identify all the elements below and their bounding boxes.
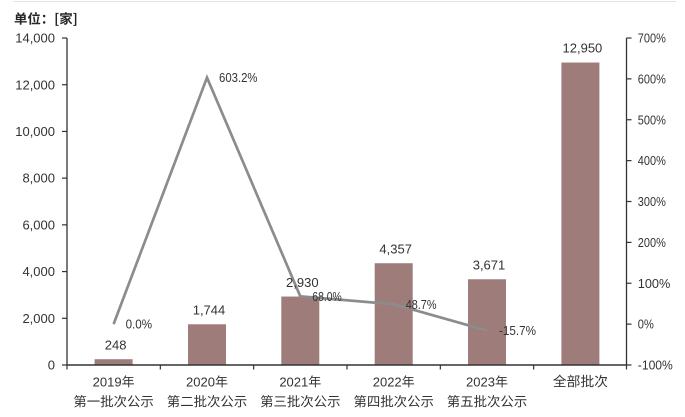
svg-text:0%: 0% <box>638 317 654 332</box>
svg-text:603.2%: 603.2% <box>219 70 258 85</box>
svg-text:68.0%: 68.0% <box>312 289 342 304</box>
svg-text:48.7%: 48.7% <box>406 297 437 312</box>
svg-text:2023: 2023 <box>466 374 495 389</box>
svg-text:4,000: 4,000 <box>22 264 55 279</box>
svg-text:600%: 600% <box>638 71 666 86</box>
svg-text:0: 0 <box>48 358 55 373</box>
svg-text:248: 248 <box>105 337 127 352</box>
svg-text:10,000: 10,000 <box>15 124 55 139</box>
svg-text:-100%: -100% <box>638 358 673 373</box>
svg-text:8,000: 8,000 <box>22 171 55 186</box>
svg-text:2,930: 2,930 <box>286 275 319 290</box>
svg-text:500%: 500% <box>638 112 666 127</box>
svg-text:12,000: 12,000 <box>15 77 55 92</box>
svg-text:-15.7%: -15.7% <box>499 323 536 338</box>
svg-text:2,000: 2,000 <box>22 311 55 326</box>
svg-text:2019: 2019 <box>93 374 122 389</box>
svg-text:2021: 2021 <box>279 374 308 389</box>
svg-text:3,671: 3,671 <box>473 257 506 272</box>
svg-text:2020: 2020 <box>186 374 215 389</box>
svg-text:1,744: 1,744 <box>193 302 226 317</box>
svg-text:400%: 400% <box>638 153 666 168</box>
svg-text:100%: 100% <box>638 276 671 291</box>
svg-text:12,950: 12,950 <box>563 41 603 56</box>
svg-text:700%: 700% <box>638 31 666 46</box>
svg-text:300%: 300% <box>638 194 666 209</box>
svg-text:4,357: 4,357 <box>379 241 412 256</box>
svg-text:6,000: 6,000 <box>22 217 55 232</box>
svg-text:14,000: 14,000 <box>15 31 55 46</box>
svg-text:0.0%: 0.0% <box>126 317 153 332</box>
svg-text:200%: 200% <box>638 235 666 250</box>
svg-text:2022: 2022 <box>373 374 402 389</box>
